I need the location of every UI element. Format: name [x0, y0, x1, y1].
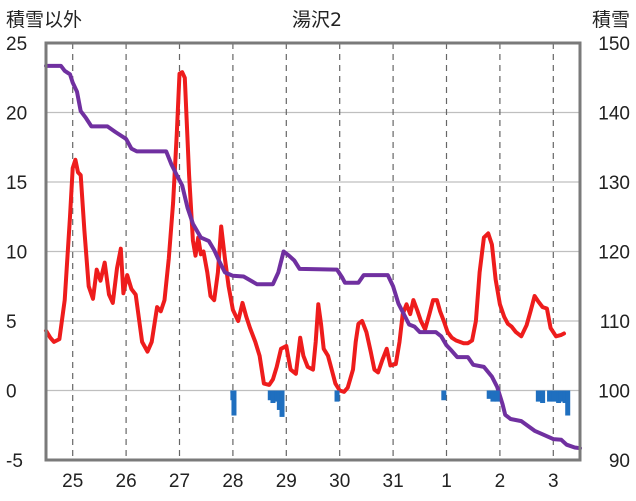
precipitation-bar — [267, 390, 273, 401]
right-tick-label: 90 — [609, 451, 630, 472]
plot-frame — [44, 41, 582, 462]
x-tick-label: 28 — [222, 471, 243, 492]
x-tick-label: 31 — [383, 471, 404, 492]
x-tick-label: 27 — [169, 471, 190, 492]
precipitation-bar — [276, 390, 282, 410]
chart-title: 湯沢2 — [292, 9, 342, 31]
precipitation-bar — [565, 390, 571, 416]
precipitation-bar — [279, 390, 285, 417]
precipitation-bar — [231, 390, 237, 416]
x-tick-label: 26 — [116, 471, 137, 492]
right-axis-title: 積雪 — [592, 9, 630, 31]
right-tick-label: 100 — [598, 382, 630, 403]
precipitation-bar — [486, 390, 492, 399]
precipitation-bar — [551, 390, 557, 402]
x-tick-label: 25 — [62, 471, 83, 492]
x-tick-label: 1 — [441, 471, 452, 492]
x-tick-label: 29 — [276, 471, 297, 492]
left-tick-label: 15 — [6, 173, 27, 194]
x-tick-label: 3 — [548, 471, 559, 492]
right-tick-label: 140 — [598, 104, 630, 125]
temperature-line — [44, 70, 566, 394]
plot-border — [44, 41, 582, 462]
plot-marks — [44, 63, 582, 451]
left-tick-label: 10 — [6, 243, 27, 264]
precipitation-bar — [540, 390, 546, 404]
left-tick-label: 20 — [6, 104, 27, 125]
precipitation-bar — [549, 390, 555, 401]
left-tick-label: -5 — [6, 451, 23, 472]
precipitation-bar — [270, 390, 276, 404]
precipitation-bar — [558, 390, 564, 402]
precipitation-bar — [494, 390, 500, 402]
left-tick-label: 25 — [6, 34, 27, 55]
right-tick-label: 110 — [600, 312, 630, 333]
precipitation-bar — [490, 390, 496, 402]
left-tick-label: 5 — [6, 312, 17, 333]
precipitation-bar — [334, 390, 340, 402]
precipitation-bar — [274, 390, 280, 402]
right-tick-label: 130 — [598, 173, 630, 194]
left-tick-label: 0 — [6, 382, 17, 403]
right-tick-label: 150 — [598, 34, 630, 55]
precipitation-bar — [556, 390, 562, 404]
precipitation-bar — [562, 390, 568, 404]
x-tick-label: 30 — [329, 471, 350, 492]
precipitation-bar — [535, 390, 541, 402]
precipitation-bar — [441, 390, 447, 401]
left-axis-title: 積雪以外 — [6, 9, 82, 31]
right-tick-label: 120 — [598, 243, 630, 264]
snow_depth-line — [44, 63, 582, 451]
x-tick-label: 2 — [495, 471, 506, 492]
